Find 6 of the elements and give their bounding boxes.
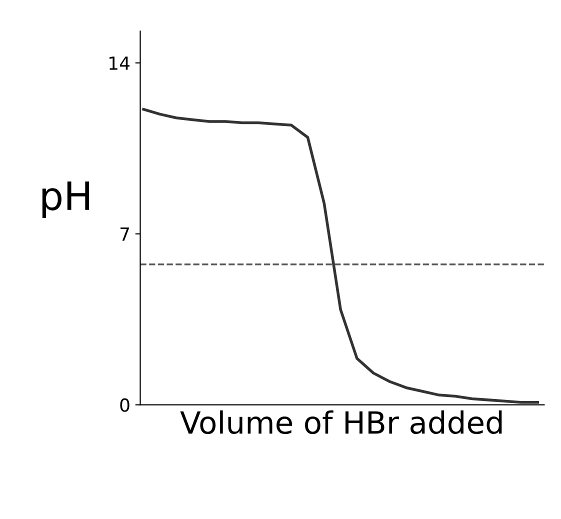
y-tick-label: 0 xyxy=(120,398,130,412)
y-tick-label: 7 xyxy=(120,228,129,241)
y-axis-title: pH xyxy=(42,182,90,218)
y-tick-label: 14 xyxy=(110,56,130,70)
line-series xyxy=(142,108,539,404)
x-axis-title: Volume of HBr added xyxy=(180,410,502,434)
